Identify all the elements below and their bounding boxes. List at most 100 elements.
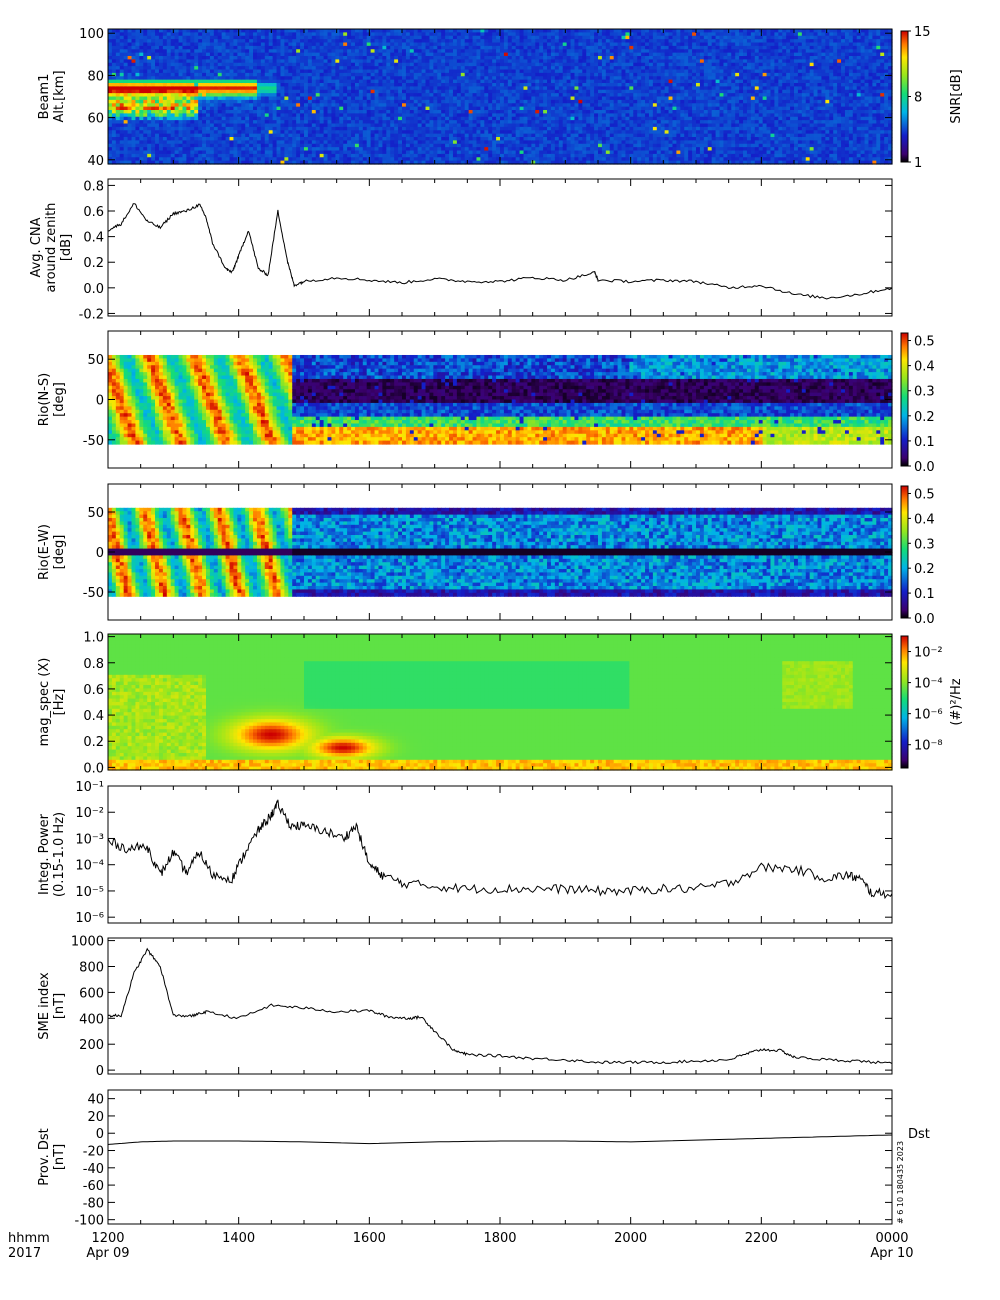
heatmap-cell xyxy=(276,32,282,37)
heatmap-cell xyxy=(139,76,144,81)
heatmap-cell xyxy=(343,99,348,104)
heatmap-cell xyxy=(131,49,137,54)
heatmap-cell xyxy=(127,123,133,128)
heatmap-cell xyxy=(147,69,152,74)
heatmap-cell xyxy=(241,130,246,135)
heatmap-cell xyxy=(202,143,207,148)
heatmap-cell xyxy=(323,153,329,158)
heatmap-cell xyxy=(213,116,219,121)
heatmap-cell xyxy=(206,52,211,57)
heatmap-cell xyxy=(206,42,211,47)
heatmap-cell xyxy=(209,66,215,71)
heatmap-cell xyxy=(166,113,172,118)
heatmap-cell xyxy=(229,133,235,138)
heatmap-cell xyxy=(147,116,152,121)
heatmap-cell xyxy=(131,32,137,37)
heatmap-cell xyxy=(174,79,180,84)
heatmap-cell xyxy=(319,56,325,60)
heatmap-cell xyxy=(304,59,309,64)
heatmap-cell xyxy=(135,160,140,165)
heatmap-cell xyxy=(229,32,235,37)
heatmap-cell xyxy=(131,52,137,57)
heatmap-cell xyxy=(268,83,274,87)
heatmap-cell xyxy=(315,99,321,104)
heatmap-cell xyxy=(354,86,360,91)
heatmap-cell xyxy=(323,143,329,148)
heatmap-cell xyxy=(229,116,235,121)
heatmap-cell xyxy=(162,76,168,81)
heatmap-cell xyxy=(339,56,344,60)
heatmap-cell xyxy=(253,29,258,33)
heatmap-cell xyxy=(115,99,121,104)
heatmap-cell xyxy=(115,96,121,101)
heatmap-cell xyxy=(288,35,293,40)
heatmap-cell xyxy=(233,32,238,37)
heatmap-cell xyxy=(221,69,227,74)
heatmap-cell xyxy=(143,86,148,91)
heatmap-cell xyxy=(288,42,293,47)
heatmap-cell xyxy=(260,160,266,165)
heatmap-cell xyxy=(182,140,187,145)
heatmap-cell xyxy=(264,39,270,44)
heatmap-cell xyxy=(111,116,117,121)
heatmap-cell xyxy=(264,32,270,37)
heatmap-cell xyxy=(315,49,321,54)
heatmap-cell xyxy=(139,96,144,101)
heatmap-cell xyxy=(300,76,305,81)
heatmap-cell xyxy=(264,120,270,125)
heatmap-cell xyxy=(151,137,156,141)
heatmap-cell xyxy=(108,147,113,152)
heatmap-cell xyxy=(162,153,168,158)
heatmap-cell xyxy=(155,29,160,33)
heatmap-cell xyxy=(358,99,364,104)
heatmap-cell xyxy=(268,143,274,148)
heatmap-cell xyxy=(143,79,148,84)
heatmap-cell xyxy=(315,35,321,40)
heatmap-cell xyxy=(158,39,164,44)
heatmap-cell xyxy=(119,83,125,87)
heatmap-cell xyxy=(343,160,348,165)
heatmap-cell xyxy=(217,143,223,148)
heatmap-cell xyxy=(229,160,235,165)
heatmap-cell xyxy=(135,147,140,152)
heatmap-cell xyxy=(186,99,191,104)
heatmap-cell xyxy=(358,96,364,101)
heatmap-cell xyxy=(335,42,340,47)
heatmap-cell xyxy=(343,120,348,125)
heatmap-cell xyxy=(221,52,227,57)
heatmap-cell xyxy=(354,116,360,121)
heatmap-cell xyxy=(135,89,140,94)
heatmap-cell xyxy=(311,120,317,125)
heatmap-cell xyxy=(131,89,137,94)
heatmap-cell xyxy=(241,96,246,101)
heatmap-cell xyxy=(256,86,262,91)
heatmap-cell xyxy=(155,93,160,98)
heatmap-cell xyxy=(311,106,317,111)
heatmap-cell xyxy=(170,76,176,81)
heatmap-cell xyxy=(217,110,223,114)
heatmap-cell xyxy=(288,32,293,37)
heatmap-cell xyxy=(111,69,117,74)
heatmap-cell xyxy=(178,69,184,74)
heatmap-cell xyxy=(253,52,258,57)
heatmap-cell xyxy=(162,150,168,155)
heatmap-cell xyxy=(237,52,242,57)
heatmap-cell xyxy=(237,72,242,77)
heatmap-cell xyxy=(194,113,199,118)
heatmap-cell xyxy=(284,143,289,148)
heatmap-cell xyxy=(296,126,301,131)
heatmap-cell xyxy=(331,69,336,74)
heatmap-cell xyxy=(221,140,227,145)
heatmap-cell xyxy=(304,143,309,148)
heatmap-cell xyxy=(304,35,309,40)
heatmap-cell xyxy=(319,126,325,131)
heatmap-cell xyxy=(241,42,246,47)
heatmap-cell xyxy=(284,123,289,128)
heatmap-cell xyxy=(319,45,325,50)
heatmap-cell xyxy=(253,86,258,91)
heatmap-cell xyxy=(213,45,219,50)
heatmap-cell xyxy=(237,62,242,67)
heatmap-cell xyxy=(249,83,254,87)
heatmap-cell xyxy=(253,150,258,155)
heatmap-cell xyxy=(166,93,172,98)
